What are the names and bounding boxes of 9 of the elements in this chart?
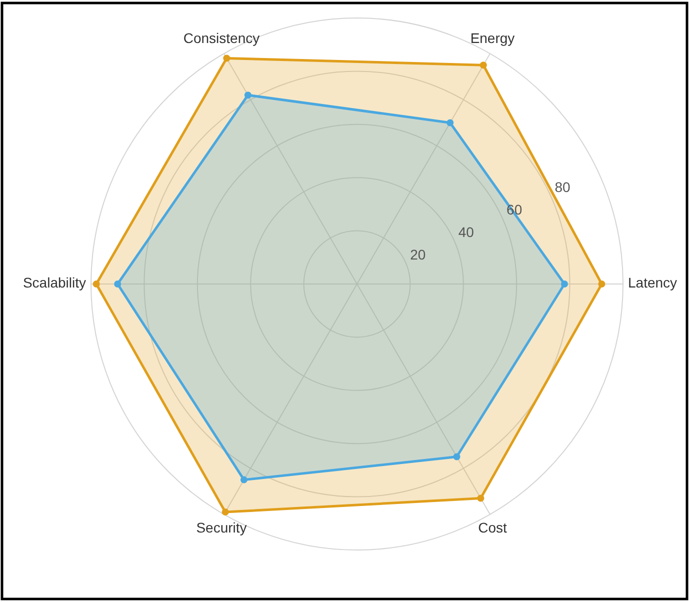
y-tick-label: 40 — [458, 224, 474, 240]
spoke-label: Security — [196, 519, 247, 536]
spoke-label: Consistency — [183, 30, 260, 46]
spoke-label: Latency — [628, 274, 678, 291]
y-tick-label: 80 — [554, 178, 571, 195]
spoke-label: Energy — [470, 30, 515, 46]
y-tick-label: 20 — [410, 246, 426, 262]
spoke-label: Cost — [478, 519, 507, 536]
spoke-label: Scalability — [22, 274, 86, 291]
